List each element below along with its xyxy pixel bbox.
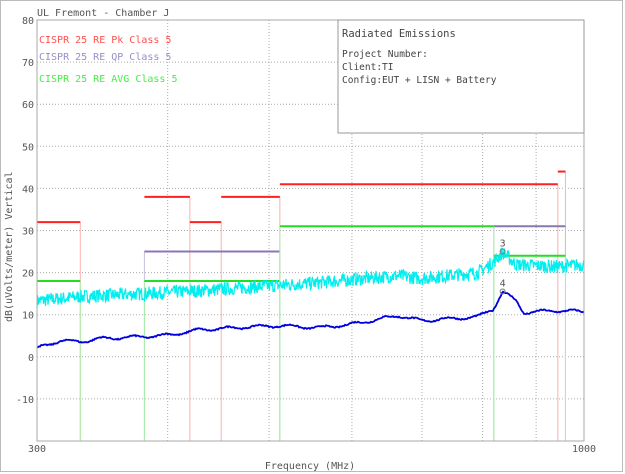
y-tick-label: 10 (22, 311, 34, 322)
y-tick-label: 20 (22, 269, 34, 280)
y-tick-label: 0 (28, 353, 34, 364)
info-box: Radiated Emissions Project Number: Clien… (337, 19, 585, 134)
y-tick-label: 80 (22, 16, 34, 27)
info-line-2: Client:TI (342, 62, 393, 73)
plot-frame (36, 19, 585, 442)
x-tick-label-300: 300 (28, 444, 46, 455)
legend-avg: CISPR 25 RE AVG Class 5 (39, 74, 177, 85)
info-line-3: Config:EUT + LISN + Battery (342, 75, 497, 86)
markers: 34 (499, 239, 506, 295)
y-tick-label: 40 (22, 184, 34, 195)
y-tick-label: 30 (22, 227, 34, 238)
y-axis-label: dB(uVolts/meter) Vertical (4, 171, 15, 322)
y-tick-label: 70 (22, 58, 34, 69)
info-box-frame (337, 19, 585, 134)
y-tick-label: 50 (22, 142, 34, 153)
chart-title: UL Fremont - Chamber J (37, 8, 169, 19)
info-line-1: Project Number: (342, 49, 428, 60)
marker-label-3: 3 (500, 239, 506, 250)
legend-pk: CISPR 25 RE Pk Class 5 (39, 35, 171, 46)
marker-4 (499, 288, 506, 295)
y-tick-label: -10 (16, 395, 34, 406)
info-title: Radiated Emissions (342, 28, 456, 40)
x-tick-label-1000: 1000 (572, 444, 596, 455)
average-trace (36, 290, 585, 349)
y-tick-label: 60 (22, 100, 34, 111)
x-axis-label: Frequency (MHz) (265, 461, 355, 472)
marker-3 (499, 248, 506, 255)
legend-qp: CISPR 25 RE QP Class 5 (39, 52, 171, 63)
peak-trace (36, 247, 585, 308)
traces (36, 247, 585, 349)
y-tick-labels: 80 70 60 50 40 30 20 10 0 -10 (16, 16, 34, 406)
marker-label-4: 4 (500, 279, 506, 290)
